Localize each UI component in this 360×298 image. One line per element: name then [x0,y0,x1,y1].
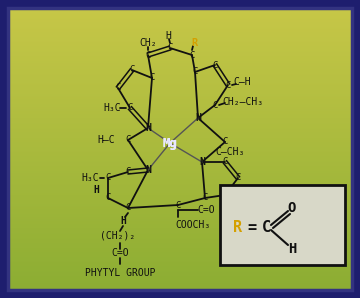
Text: C—CH₃: C—CH₃ [215,147,245,157]
Text: H₃C: H₃C [81,173,99,183]
Text: C: C [149,74,155,83]
Text: C: C [125,136,131,145]
Text: C: C [105,193,111,203]
Text: C: C [222,158,228,167]
Text: C: C [145,50,151,60]
Text: N: N [145,123,151,133]
Text: R: R [191,38,197,48]
Text: C: C [222,137,228,147]
Text: CH₂: CH₂ [139,38,157,48]
Text: COOCH₃: COOCH₃ [175,220,211,230]
Text: C: C [189,50,195,60]
Text: N: N [145,165,151,175]
Text: R: R [233,220,243,235]
Text: PHYTYL GROUP: PHYTYL GROUP [85,268,155,278]
Text: C=O: C=O [197,205,215,215]
Text: C: C [125,204,131,212]
Text: N: N [195,113,201,123]
Text: C: C [261,220,271,235]
Text: C: C [202,193,208,203]
Text: Mg: Mg [163,136,177,150]
Text: N: N [199,157,205,167]
Text: O: O [288,201,296,215]
Text: C=O: C=O [111,248,129,258]
Text: H: H [288,242,296,256]
Text: Mg: Mg [162,136,177,150]
Text: (CH₂)₂: (CH₂)₂ [100,231,136,241]
Text: C: C [129,66,135,74]
Text: C: C [105,173,111,182]
Text: C: C [167,44,173,52]
Text: C: C [115,83,121,92]
Bar [220,185,345,265]
Text: H₃C: H₃C [103,103,121,113]
Text: C: C [192,68,198,77]
Text: =: = [247,220,257,235]
Text: H: H [93,185,99,195]
Text: C: C [235,173,241,182]
Text: C: C [175,201,181,209]
Text: H: H [165,31,171,41]
Text: C: C [222,190,228,199]
Text: CH₂—CH₃: CH₂—CH₃ [222,97,264,107]
Text: C: C [212,100,218,109]
Text: H—C: H—C [97,135,115,145]
Text: H: H [120,216,126,226]
Text: C: C [127,103,133,113]
Text: C: C [125,167,131,176]
Text: C=O: C=O [238,190,256,200]
Text: C—H: C—H [233,77,251,87]
Text: C: C [212,60,218,69]
Text: C: C [225,80,231,89]
